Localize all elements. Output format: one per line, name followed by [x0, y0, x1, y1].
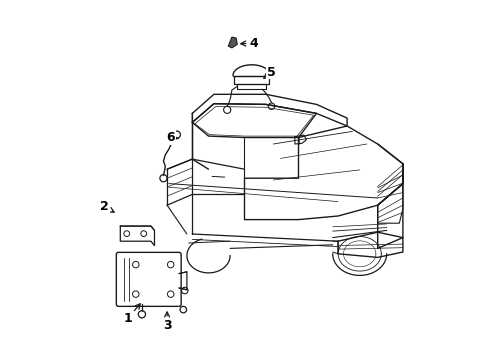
Text: 2: 2 [100, 201, 114, 213]
Text: 4: 4 [240, 37, 257, 50]
Text: 3: 3 [163, 312, 171, 332]
Text: 6: 6 [166, 131, 178, 144]
Text: 5: 5 [264, 66, 275, 78]
Text: 1: 1 [123, 304, 140, 325]
Polygon shape [228, 37, 237, 48]
